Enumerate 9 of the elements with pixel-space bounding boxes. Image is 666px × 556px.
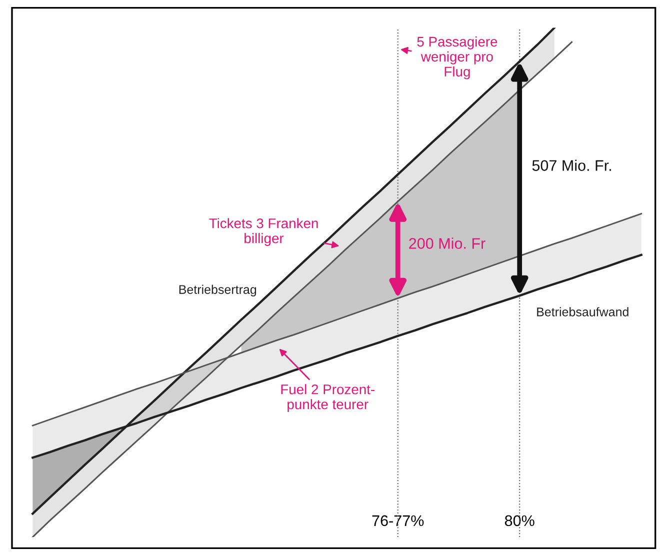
annotation: 5 Passagiere weniger pro Flug — [417, 36, 498, 80]
annotation: Fuel 2 Prozent- punkte teurer — [281, 384, 374, 412]
x-tick-label: 76-77% — [372, 515, 424, 526]
annotation: Tickets 3 Franken billiger — [209, 218, 318, 246]
annotation: 507 Mio. Fr. — [532, 160, 611, 171]
x-tick-label: 80% — [504, 515, 534, 526]
series-label: Betriebsertrag — [179, 284, 256, 296]
series-label: Betriebsaufwand — [537, 307, 628, 316]
annotation: 200 Mio. Fr — [409, 238, 486, 249]
